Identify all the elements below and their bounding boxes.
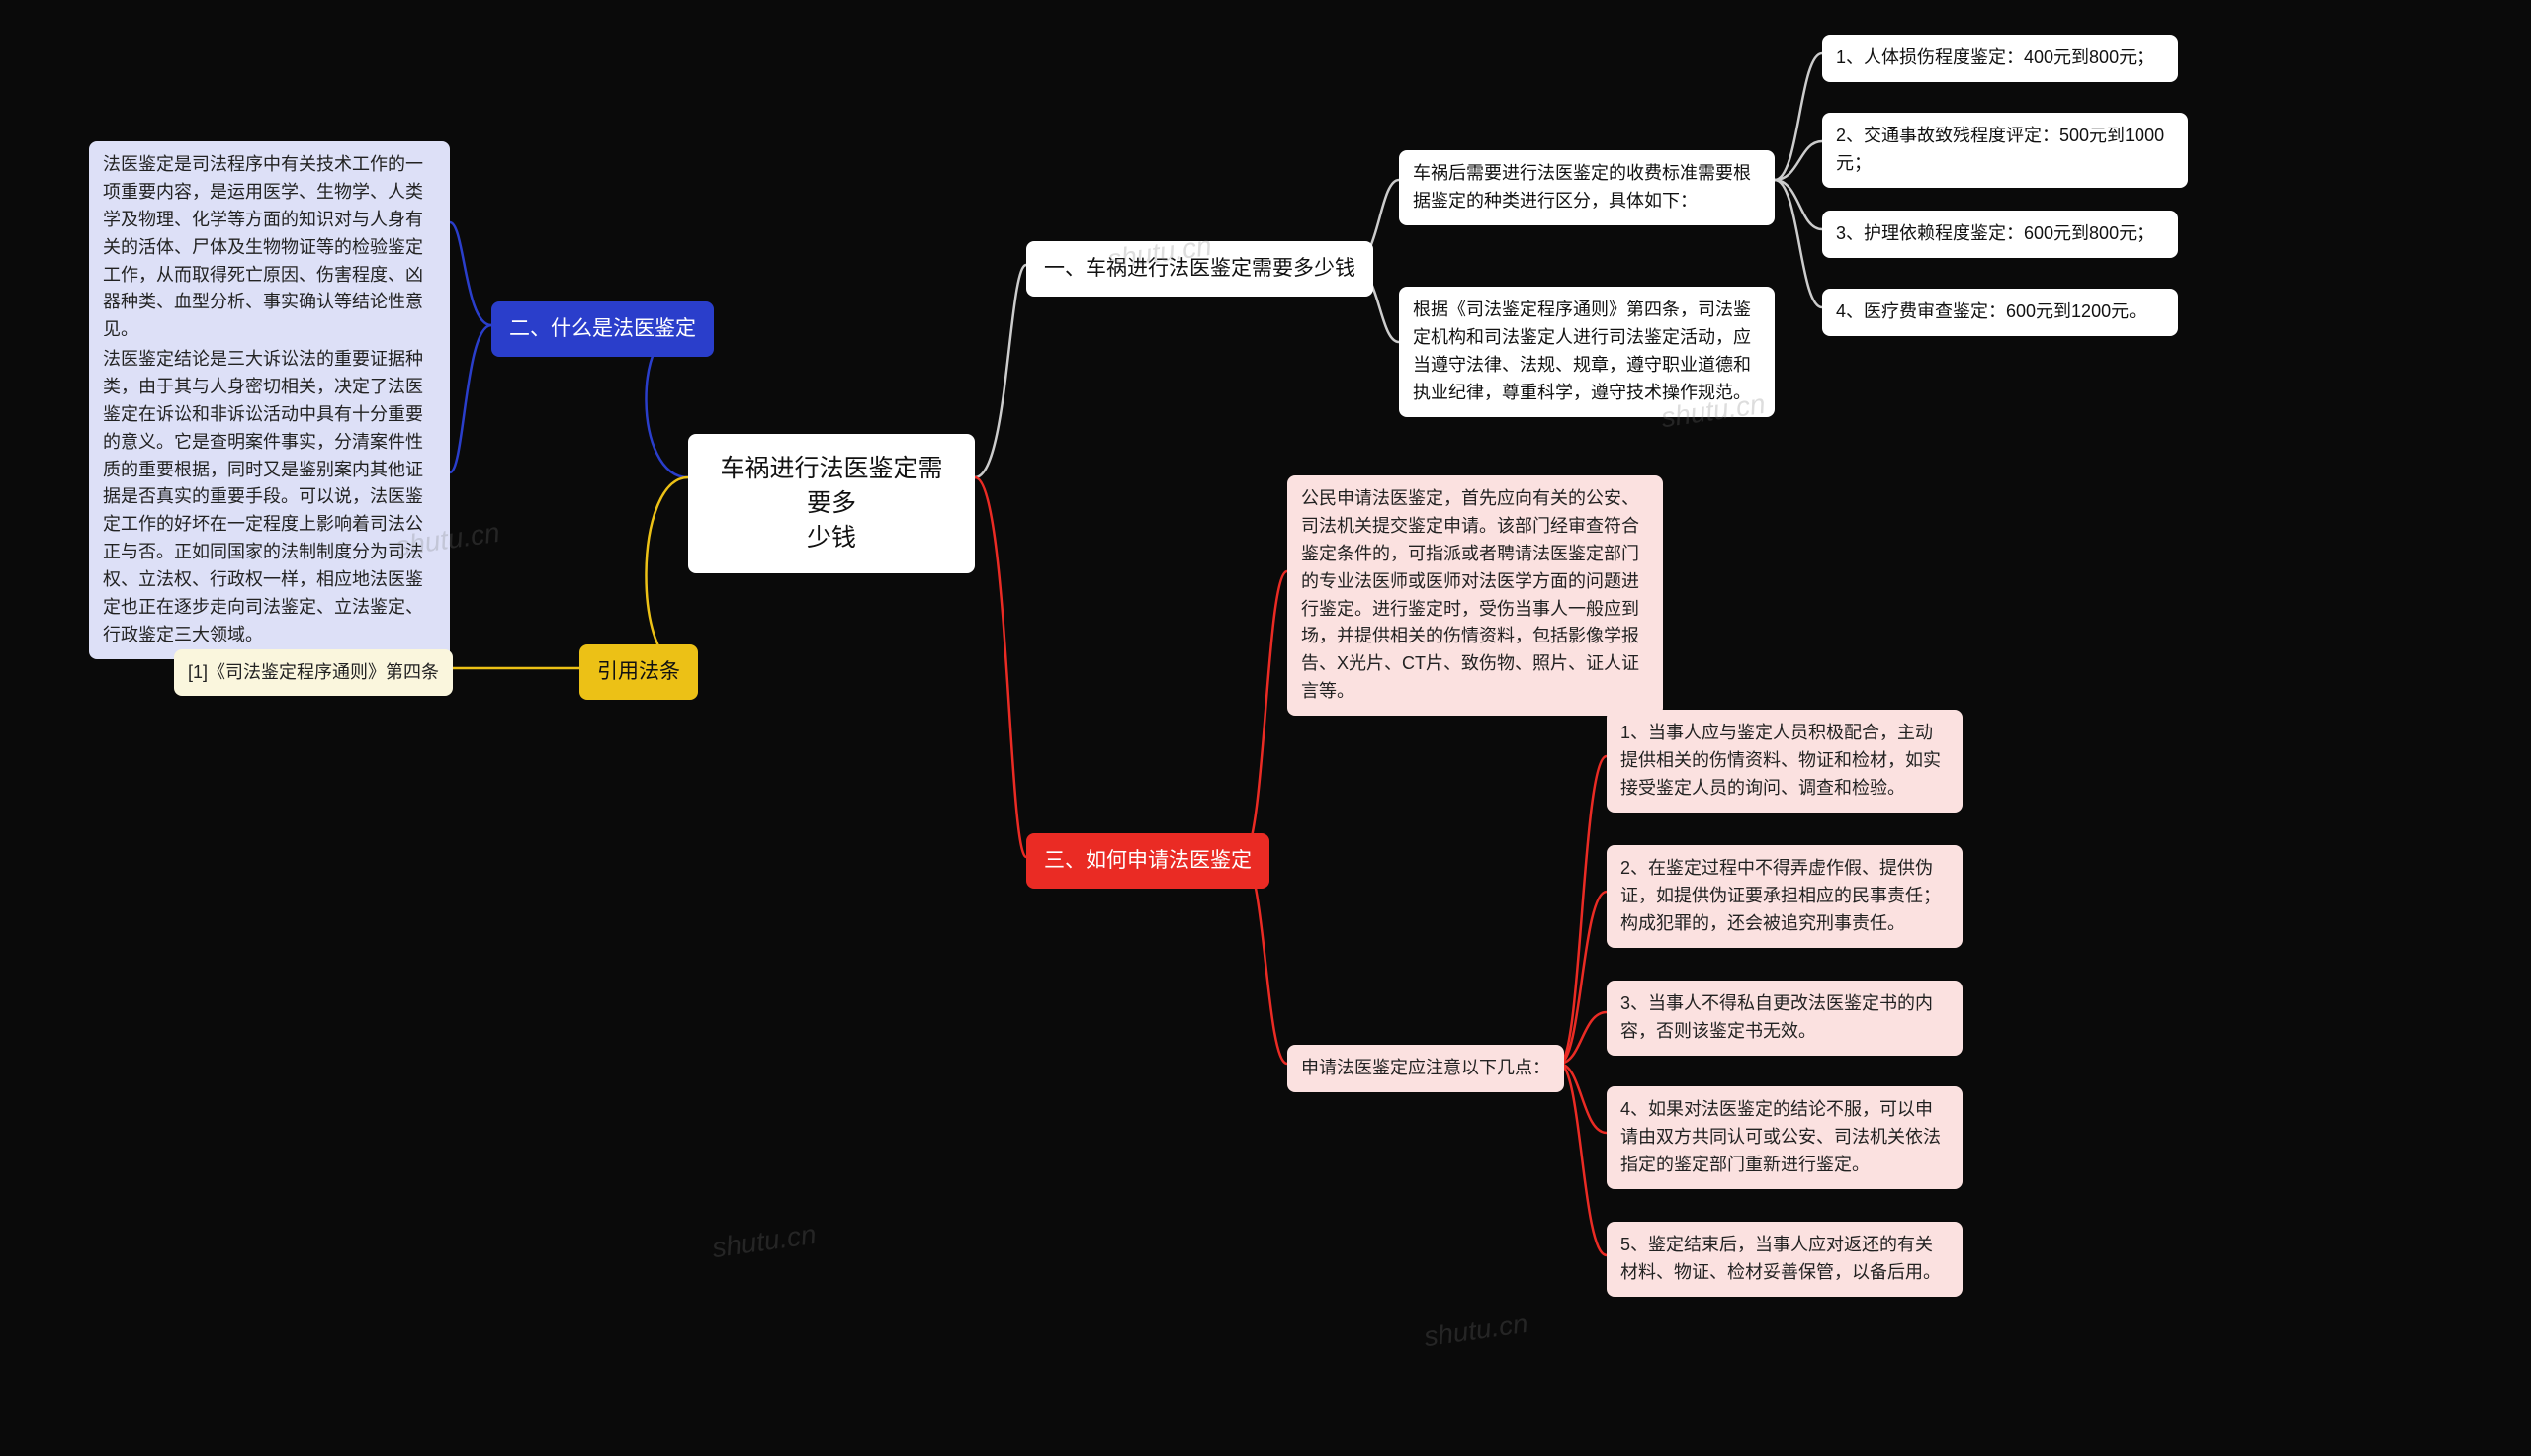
branch2-label: 二、什么是法医鉴定 [509, 317, 696, 340]
branch-ref-node: 引用法条 [579, 644, 698, 700]
branch1-child-1-text: 根据《司法鉴定程序通则》第四条，司法鉴定机构和司法鉴定人进行司法鉴定活动，应当遵… [1413, 300, 1751, 402]
branch3-gchild-2: 3、当事人不得私自更改法医鉴定书的内容，否则该鉴定书无效。 [1607, 981, 1963, 1056]
watermark: shutu.cn [710, 1219, 818, 1264]
branch3-child-1-text: 申请法医鉴定应注意以下几点： [1301, 1058, 1550, 1077]
branch1-child-1: 根据《司法鉴定程序通则》第四条，司法鉴定机构和司法鉴定人进行司法鉴定活动，应当遵… [1399, 287, 1775, 417]
branch3-child-1: 申请法医鉴定应注意以下几点： [1287, 1045, 1564, 1092]
branch3-child-0-text: 公民申请法医鉴定，首先应向有关的公安、司法机关提交鉴定申请。该部门经审查符合鉴定… [1301, 488, 1639, 701]
branch1-gchild-3: 4、医疗费审查鉴定：600元到1200元。 [1822, 289, 2178, 336]
branch3-gchild-4: 5、鉴定结束后，当事人应对返还的有关材料、物证、检材妥善保管，以备后用。 [1607, 1222, 1963, 1297]
branch-ref-label: 引用法条 [597, 660, 680, 683]
branch1-gchild-3-text: 4、医疗费审查鉴定：600元到1200元。 [1836, 301, 2146, 321]
branch1-gchild-0-text: 1、人体损伤程度鉴定：400元到800元； [1836, 47, 2154, 67]
branch1-gchild-0: 1、人体损伤程度鉴定：400元到800元； [1822, 35, 2178, 82]
branch3-gchild-3-text: 4、如果对法医鉴定的结论不服，可以申请由双方共同认可或公安、司法机关依法指定的鉴… [1620, 1099, 1941, 1174]
branch3-child-0: 公民申请法医鉴定，首先应向有关的公安、司法机关提交鉴定申请。该部门经审查符合鉴定… [1287, 475, 1663, 716]
branch3-label: 三、如何申请法医鉴定 [1044, 849, 1252, 872]
branch2-child-0-text: 法医鉴定是司法程序中有关技术工作的一项重要内容，是运用医学、生物学、人类学及物理… [103, 154, 423, 339]
branch2-child-1: 法医鉴定结论是三大诉讼法的重要证据种类，由于其与人身密切相关，决定了法医鉴定在诉… [89, 336, 450, 659]
branch1-label: 一、车祸进行法医鉴定需要多少钱 [1044, 257, 1355, 280]
center-text: 车祸进行法医鉴定需要多少钱 [720, 455, 942, 552]
branch3-gchild-2-text: 3、当事人不得私自更改法医鉴定书的内容，否则该鉴定书无效。 [1620, 993, 1933, 1041]
branch3-gchild-3: 4、如果对法医鉴定的结论不服，可以申请由双方共同认可或公安、司法机关依法指定的鉴… [1607, 1086, 1963, 1189]
branch3-gchild-0-text: 1、当事人应与鉴定人员积极配合，主动提供相关的伤情资料、物证和检材，如实接受鉴定… [1620, 723, 1941, 798]
branch3-gchild-1-text: 2、在鉴定过程中不得弄虚作假、提供伪证，如提供伪证要承担相应的民事责任；构成犯罪… [1620, 858, 1941, 933]
center-node: 车祸进行法医鉴定需要多少钱 [688, 434, 975, 573]
branch2-child-0: 法医鉴定是司法程序中有关技术工作的一项重要内容，是运用医学、生物学、人类学及物理… [89, 141, 450, 354]
branch3-node: 三、如何申请法医鉴定 [1026, 833, 1269, 889]
branch1-node: 一、车祸进行法医鉴定需要多少钱 [1026, 241, 1373, 297]
branch1-child-0: 车祸后需要进行法医鉴定的收费标准需要根据鉴定的种类进行区分，具体如下： [1399, 150, 1775, 225]
branch-ref-child-0: [1]《司法鉴定程序通则》第四条 [174, 649, 453, 696]
branch3-gchild-4-text: 5、鉴定结束后，当事人应对返还的有关材料、物证、检材妥善保管，以备后用。 [1620, 1235, 1941, 1282]
branch3-gchild-1: 2、在鉴定过程中不得弄虚作假、提供伪证，如提供伪证要承担相应的民事责任；构成犯罪… [1607, 845, 1963, 948]
branch1-gchild-1: 2、交通事故致残程度评定：500元到1000元； [1822, 113, 2188, 188]
branch2-node: 二、什么是法医鉴定 [491, 301, 714, 357]
branch1-gchild-1-text: 2、交通事故致残程度评定：500元到1000元； [1836, 126, 2164, 173]
branch-ref-child-0-text: [1]《司法鉴定程序通则》第四条 [188, 662, 439, 682]
branch1-child-0-text: 车祸后需要进行法医鉴定的收费标准需要根据鉴定的种类进行区分，具体如下： [1413, 163, 1751, 211]
branch3-gchild-0: 1、当事人应与鉴定人员积极配合，主动提供相关的伤情资料、物证和检材，如实接受鉴定… [1607, 710, 1963, 813]
branch1-gchild-2-text: 3、护理依赖程度鉴定：600元到800元； [1836, 223, 2154, 243]
watermark: shutu.cn [1422, 1308, 1529, 1353]
branch2-child-1-text: 法医鉴定结论是三大诉讼法的重要证据种类，由于其与人身密切相关，决定了法医鉴定在诉… [103, 349, 423, 644]
branch1-gchild-2: 3、护理依赖程度鉴定：600元到800元； [1822, 211, 2178, 258]
